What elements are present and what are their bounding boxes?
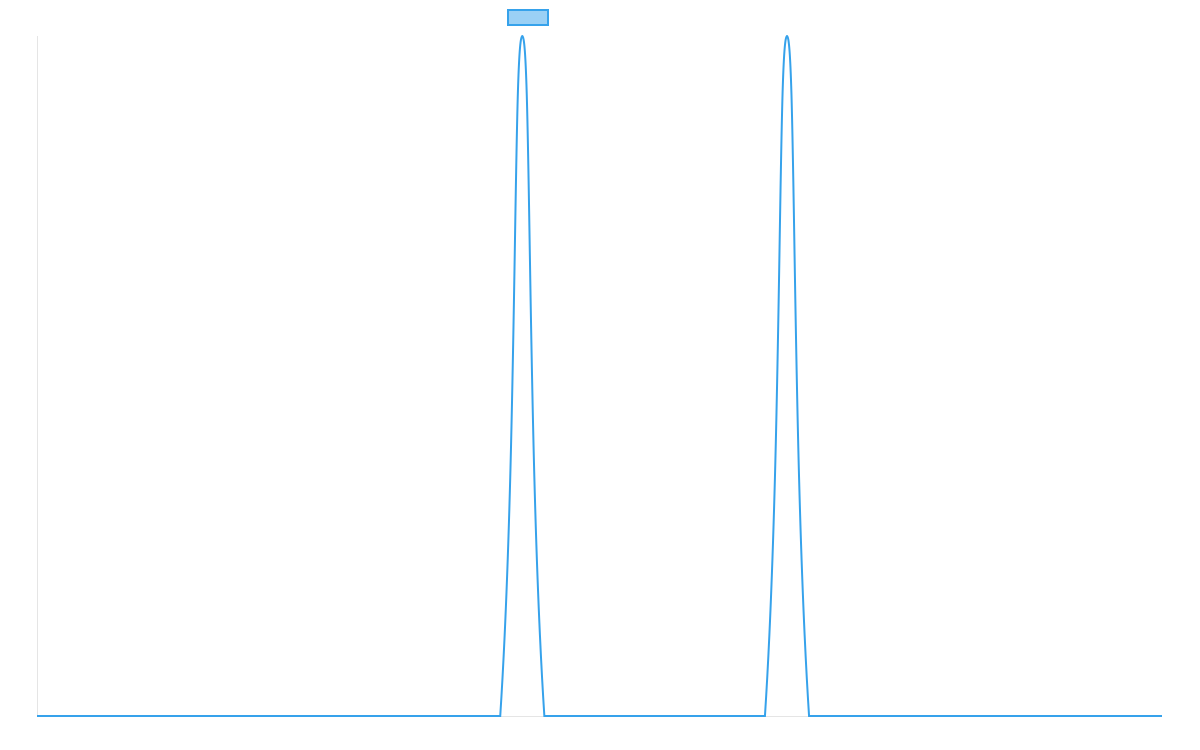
- legend-swatch: [507, 9, 549, 26]
- data-line: [37, 34, 1162, 717]
